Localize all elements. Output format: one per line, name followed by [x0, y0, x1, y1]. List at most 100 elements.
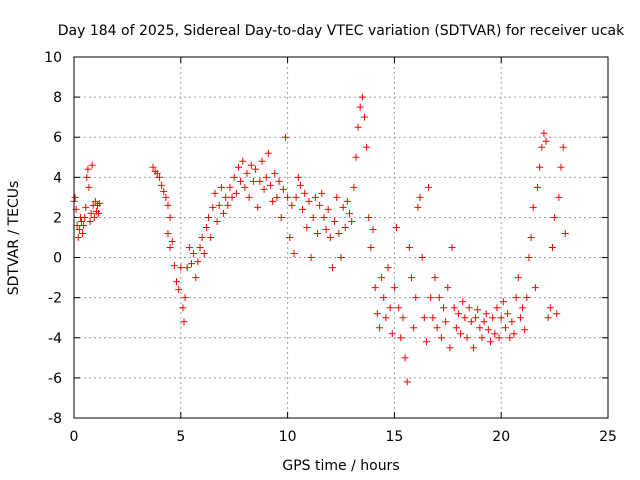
y-tick-label: 8 [53, 90, 62, 106]
data-point [301, 189, 309, 197]
data-point [185, 244, 193, 252]
data-point [448, 244, 456, 252]
data-point [173, 278, 181, 286]
data-point [431, 274, 439, 282]
data-point [425, 183, 433, 191]
data-point [557, 163, 565, 171]
data-point [267, 181, 275, 189]
data-point [480, 318, 488, 326]
data-point [380, 294, 388, 302]
data-point [401, 354, 409, 362]
data-point [175, 286, 183, 294]
data-point [371, 284, 379, 292]
data-point [553, 310, 561, 318]
data-point [179, 304, 187, 312]
data-point [463, 334, 471, 342]
data-point [190, 250, 198, 258]
data-point [260, 185, 268, 193]
data-point [416, 193, 424, 201]
data-point [365, 213, 373, 221]
data-point [228, 193, 236, 201]
data-point [534, 183, 542, 191]
data-point [320, 213, 328, 221]
data-point [382, 314, 390, 322]
data-point [275, 177, 283, 185]
x-axis-label: GPS time / hours [282, 458, 399, 474]
data-point [79, 229, 87, 237]
data-point [410, 324, 418, 332]
data-point [403, 378, 411, 386]
y-tick-label: -4 [48, 331, 62, 347]
data-point [337, 254, 345, 262]
data-point [164, 229, 172, 237]
data-point [82, 203, 90, 211]
data-point [452, 324, 460, 332]
data-point [183, 264, 191, 272]
data-point [88, 161, 96, 169]
data-point [247, 161, 255, 169]
data-point [177, 264, 185, 272]
data-point [328, 264, 336, 272]
data-point [74, 234, 82, 241]
data-point [555, 193, 563, 201]
data-point [162, 193, 170, 201]
data-point [249, 177, 257, 185]
data-point [194, 258, 202, 266]
data-point [95, 209, 103, 217]
data-point [521, 326, 529, 334]
data-point [484, 326, 492, 334]
data-point [207, 234, 215, 241]
data-point [237, 177, 245, 185]
data-point [442, 318, 450, 326]
data-point [296, 181, 304, 189]
data-point [356, 103, 364, 111]
data-point [493, 304, 501, 312]
data-point [551, 213, 559, 221]
data-point [170, 262, 178, 270]
data-points [70, 93, 569, 386]
data-point [299, 205, 307, 213]
data-point [252, 165, 260, 173]
data-point [318, 189, 326, 197]
data-point [418, 254, 426, 262]
data-point [96, 199, 104, 207]
x-tick-label: 25 [599, 429, 617, 445]
data-point [286, 234, 294, 241]
chart-title: Day 184 of 2025, Sidereal Day-to-day VTE… [58, 23, 625, 39]
data-point [395, 304, 403, 312]
data-point [354, 123, 362, 131]
data-point [512, 294, 520, 302]
data-point [352, 153, 360, 161]
data-point [446, 344, 454, 352]
data-point [200, 250, 208, 258]
data-point [87, 209, 95, 217]
data-point [166, 213, 174, 221]
data-point [279, 185, 287, 193]
data-point [341, 223, 349, 231]
data-point [420, 314, 428, 322]
data-point [461, 314, 469, 322]
data-point [331, 217, 339, 225]
data-point [226, 183, 234, 191]
data-point [501, 324, 509, 332]
data-point [307, 254, 315, 262]
data-point [516, 314, 524, 322]
data-point [527, 234, 535, 241]
data-point [412, 294, 420, 302]
y-tick-label: 6 [53, 130, 62, 146]
data-point [386, 304, 394, 312]
data-point [343, 197, 351, 205]
data-point [384, 264, 392, 272]
data-point [548, 244, 556, 252]
data-point [346, 209, 354, 217]
data-point [465, 304, 473, 312]
data-point [335, 229, 343, 237]
data-point [281, 133, 289, 141]
data-point [271, 169, 279, 177]
data-point [215, 201, 223, 209]
data-point [487, 338, 495, 346]
data-point [85, 183, 93, 191]
data-point [80, 221, 88, 229]
data-point [525, 254, 533, 262]
